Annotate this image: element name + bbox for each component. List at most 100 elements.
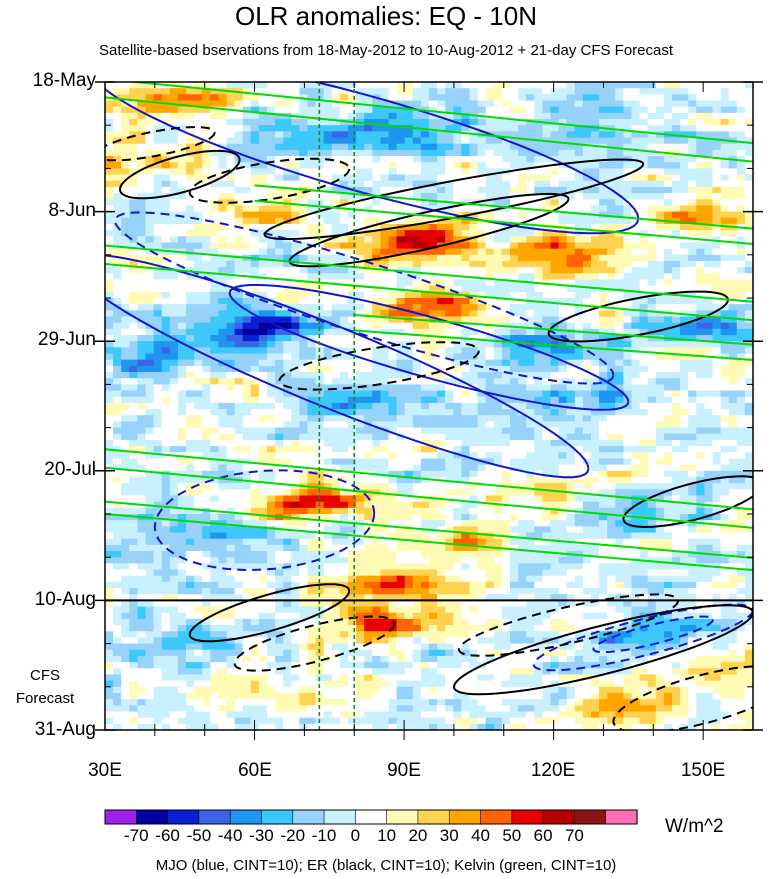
heatmap-cell [485, 94, 495, 102]
heatmap-cell [518, 279, 527, 287]
heatmap-cell [615, 341, 624, 348]
heatmap-cell [518, 100, 527, 108]
heatmap-cell [518, 236, 527, 244]
heatmap-cell [550, 415, 560, 423]
heatmap-cell [226, 365, 236, 373]
heatmap-cell [250, 335, 260, 342]
heatmap-cell [194, 242, 203, 250]
heatmap-cell [542, 372, 552, 379]
heatmap-cell [680, 186, 689, 194]
heatmap-cell [210, 291, 219, 299]
heatmap-cell [404, 347, 414, 355]
heatmap-cell [299, 254, 309, 262]
heatmap-cell [631, 112, 641, 120]
heatmap-cell [582, 254, 592, 262]
heatmap-cell [655, 143, 665, 151]
heatmap-cell [704, 396, 714, 404]
heatmap-cell [307, 199, 317, 207]
heatmap-cell [639, 291, 649, 299]
heatmap-cell [169, 372, 179, 379]
heatmap-cell [275, 180, 284, 188]
heatmap-cell [137, 88, 147, 95]
heatmap-cell [218, 254, 228, 262]
heatmap-cell [672, 341, 681, 348]
heatmap-cell [437, 254, 446, 262]
heatmap-cell [186, 452, 195, 460]
heatmap-cell [461, 316, 471, 324]
heatmap-cell [680, 217, 689, 225]
heatmap-cell [161, 162, 171, 169]
heatmap-cell [283, 347, 292, 355]
heatmap-cell [258, 402, 268, 410]
heatmap-cell [712, 452, 722, 460]
heatmap-cell [105, 174, 114, 182]
heatmap-cell [331, 88, 341, 95]
heatmap-cell [388, 143, 398, 151]
heatmap-cell [291, 186, 300, 194]
heatmap-cell [210, 106, 219, 114]
heatmap-cell [186, 205, 195, 213]
heatmap-cell [477, 433, 487, 441]
heatmap-cell [518, 316, 527, 324]
heatmap-cell [356, 433, 365, 441]
heatmap-cell [728, 230, 738, 237]
heatmap-cell [161, 359, 171, 367]
heatmap-cell [574, 322, 584, 330]
heatmap-cell [647, 285, 657, 293]
heatmap-cell [420, 254, 430, 262]
heatmap-cell [356, 273, 365, 281]
heatmap-cell [639, 119, 649, 126]
heatmap-cell [599, 131, 608, 139]
heatmap-cell [631, 223, 641, 231]
heatmap-cell [348, 156, 357, 163]
heatmap-cell [161, 427, 171, 435]
heatmap-cell [250, 409, 260, 416]
heatmap-cell [275, 248, 284, 256]
heatmap-cell [169, 310, 179, 318]
heatmap-cell [461, 168, 471, 176]
heatmap-cell [712, 421, 722, 429]
heatmap-cell [574, 112, 584, 120]
heatmap-cell [720, 143, 730, 151]
heatmap-cell [712, 156, 722, 163]
heatmap-cell [591, 205, 600, 213]
heatmap-cell [591, 88, 600, 95]
heatmap-cell [153, 353, 163, 361]
heatmap-cell [242, 322, 252, 330]
heatmap-cell [574, 279, 584, 287]
heatmap-cell [331, 162, 341, 169]
heatmap-cell [639, 260, 649, 268]
heatmap-cell [396, 106, 406, 114]
heatmap-cell [210, 304, 219, 311]
heatmap-cell [704, 365, 714, 373]
heatmap-cell [510, 384, 519, 392]
heatmap-cell [534, 131, 543, 139]
heatmap-cell [218, 328, 228, 336]
heatmap-cell [688, 82, 697, 89]
heatmap-cell [615, 236, 624, 244]
heatmap-cell [291, 390, 300, 398]
heatmap-cell [283, 285, 292, 293]
heatmap-cell [631, 279, 641, 287]
heatmap-cell [566, 341, 576, 348]
heatmap-cell [169, 254, 179, 262]
heatmap-cell [639, 433, 649, 441]
heatmap-cell [728, 298, 738, 305]
heatmap-cell [663, 433, 673, 441]
heatmap-cell [518, 199, 527, 207]
heatmap-cell [566, 193, 576, 200]
heatmap-cell [275, 205, 284, 213]
heatmap-cell [121, 174, 130, 182]
heatmap-cell [364, 291, 373, 299]
heatmap-cell [267, 236, 276, 244]
heatmap-cell [607, 378, 616, 385]
heatmap-cell [485, 248, 495, 256]
heatmap-cell [607, 415, 616, 423]
heatmap-cell [429, 421, 438, 429]
heatmap-cell [161, 248, 171, 256]
heatmap-cell [720, 223, 730, 231]
heatmap-cell [542, 223, 552, 231]
heatmap-cell [234, 433, 244, 441]
heatmap-cell [680, 168, 689, 176]
heatmap-cell [161, 143, 171, 151]
